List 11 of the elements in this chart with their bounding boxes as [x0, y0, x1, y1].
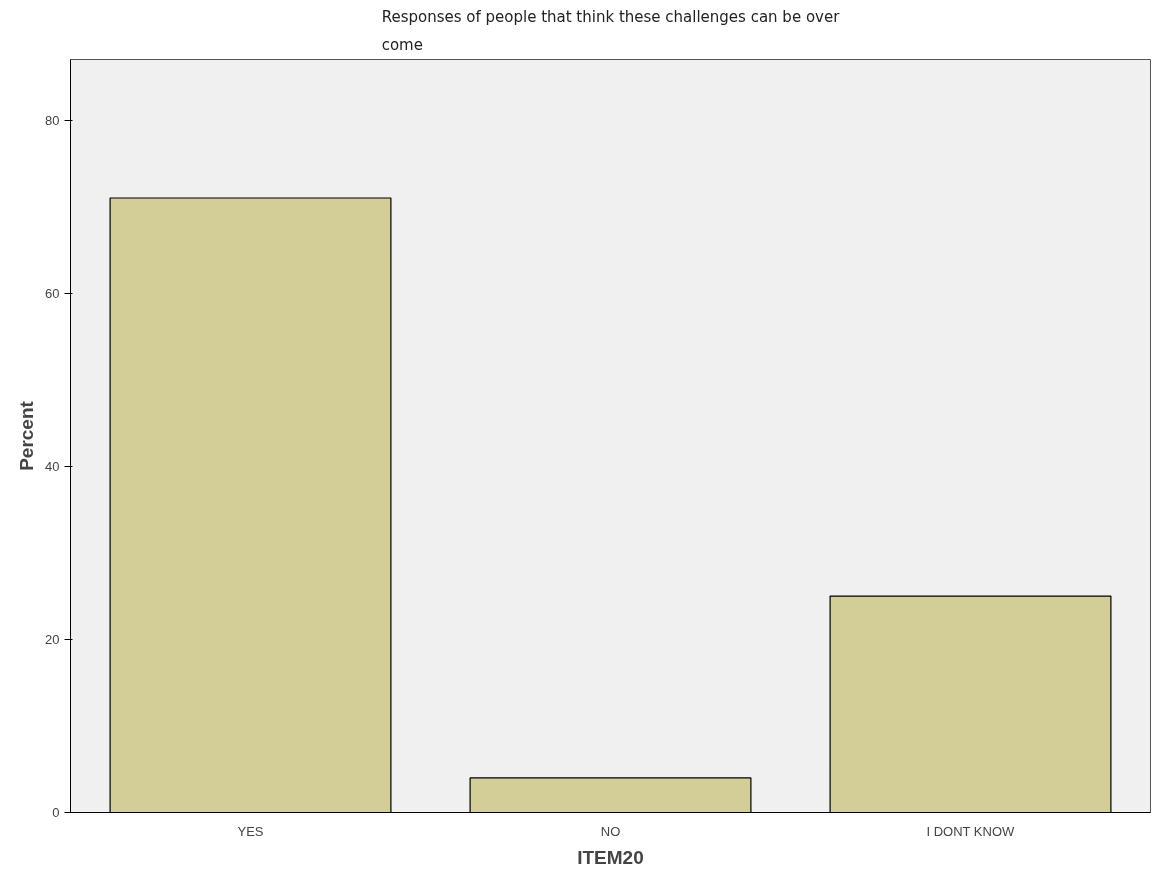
x-tick-label: I DONT KNOW — [926, 823, 1016, 839]
x-tick-label: YES — [237, 823, 264, 839]
x-tick-label: NO — [600, 823, 621, 839]
y-tick-label: 0 — [52, 805, 60, 820]
y-tick-label: 80 — [45, 112, 60, 128]
chart-title: Responses of people that think these challenges can be over come — [381, 7, 841, 55]
y-tick-label: 40 — [45, 458, 60, 474]
x-axis-title: ITEM20 — [577, 846, 644, 868]
y-tick-label: 60 — [45, 285, 60, 301]
y-tick-label: 20 — [45, 631, 60, 647]
y-axis-title: Percent — [16, 400, 38, 471]
